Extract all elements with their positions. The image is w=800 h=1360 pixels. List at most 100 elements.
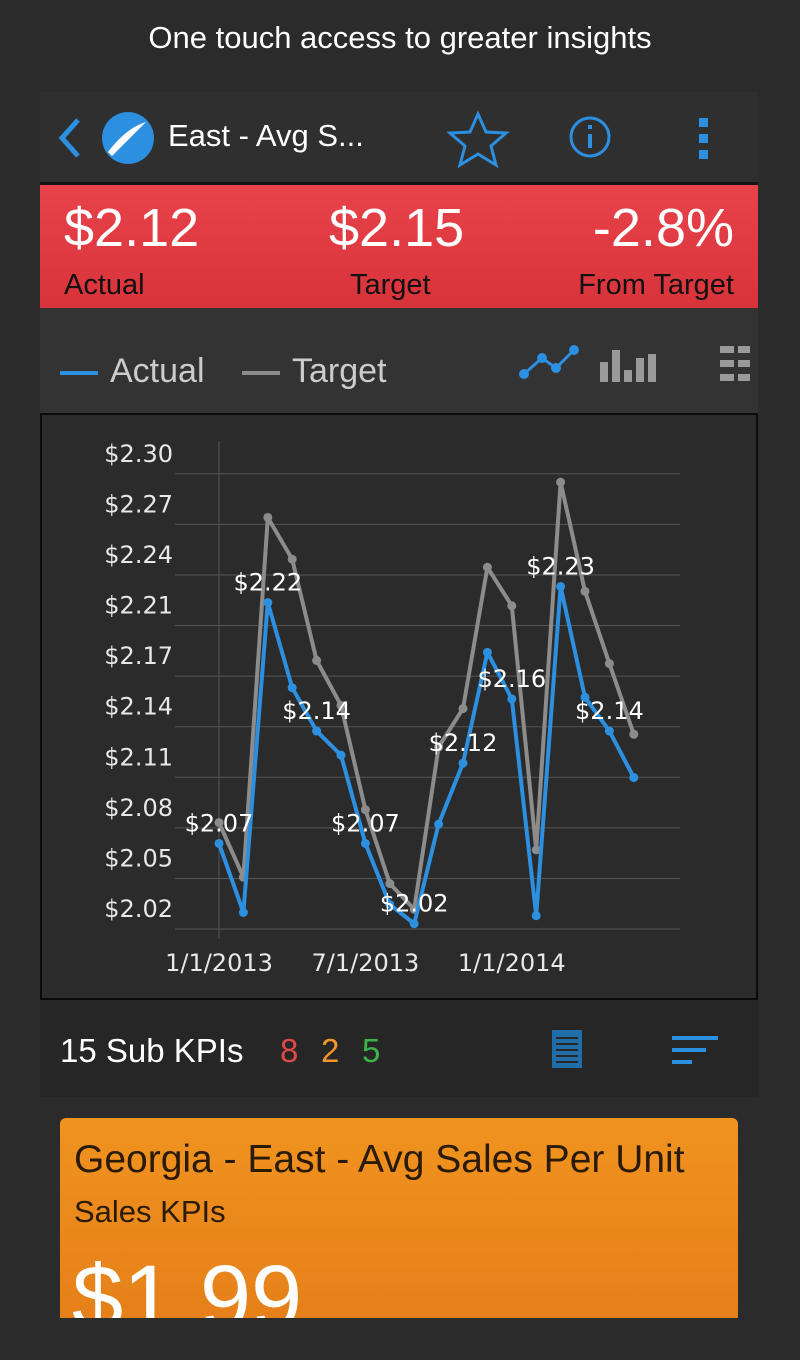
data-point bbox=[629, 729, 639, 739]
sub-kpi-row: 15 Sub KPIs 8 2 5 bbox=[40, 1000, 758, 1097]
data-point bbox=[238, 908, 248, 918]
data-label: $2.14 bbox=[282, 697, 351, 725]
data-point bbox=[287, 554, 297, 564]
sort-button[interactable] bbox=[672, 1036, 718, 1064]
data-label: $2.23 bbox=[526, 553, 595, 581]
sub-kpi-count: 5 bbox=[362, 1032, 381, 1069]
y-tick-label: $2.24 bbox=[104, 541, 173, 569]
data-label: $2.02 bbox=[380, 890, 449, 918]
data-point bbox=[458, 704, 468, 714]
data-point bbox=[507, 694, 517, 704]
data-point bbox=[556, 582, 566, 592]
legend-swatch bbox=[60, 371, 98, 375]
legend-swatch bbox=[242, 371, 280, 375]
y-tick-label: $2.21 bbox=[104, 592, 173, 620]
y-tick-label: $2.02 bbox=[104, 895, 173, 923]
x-tick-label: 7/1/2013 bbox=[312, 949, 420, 977]
toolbar: East - Avg S... bbox=[40, 92, 758, 185]
data-point bbox=[312, 655, 322, 665]
data-point bbox=[458, 758, 468, 768]
info-glyph bbox=[588, 134, 592, 148]
series-line bbox=[217, 480, 636, 912]
data-label: $2.16 bbox=[477, 665, 546, 693]
data-point bbox=[336, 750, 346, 760]
list-button[interactable] bbox=[552, 1030, 582, 1068]
data-point bbox=[580, 692, 590, 702]
data-point bbox=[531, 845, 541, 855]
y-tick-label: $2.14 bbox=[104, 693, 173, 721]
data-point bbox=[409, 919, 419, 929]
data-point bbox=[482, 647, 492, 657]
y-tick-label: $2.17 bbox=[104, 642, 173, 670]
data-label: $2.07 bbox=[185, 809, 254, 837]
data-point bbox=[507, 601, 517, 611]
sub-kpi-label: 15 Sub KPIs bbox=[60, 1032, 244, 1069]
summary-label: Actual bbox=[64, 269, 145, 301]
data-point bbox=[360, 805, 370, 815]
summary-label: Target bbox=[350, 269, 431, 301]
summary-label: From Target bbox=[578, 269, 734, 301]
card-value: $1.99 bbox=[72, 1247, 303, 1318]
data-point bbox=[385, 899, 395, 909]
data-point bbox=[434, 742, 444, 752]
data-label: $2.07 bbox=[331, 809, 400, 837]
sub-kpi-icons bbox=[552, 1030, 718, 1068]
y-tick-label: $2.27 bbox=[104, 490, 173, 518]
sub-kpi-count: 2 bbox=[321, 1032, 340, 1069]
data-point bbox=[312, 726, 322, 736]
favorite-button[interactable] bbox=[446, 110, 510, 169]
data-point bbox=[604, 726, 614, 736]
data-label: $2.22 bbox=[233, 569, 302, 597]
toolbar-icons bbox=[58, 110, 708, 169]
data-point bbox=[214, 838, 224, 848]
data-point bbox=[263, 598, 273, 608]
data-point bbox=[629, 773, 639, 783]
summary-value: $2.15 bbox=[329, 198, 465, 258]
x-tick-label: 1/1/2013 bbox=[165, 949, 273, 977]
data-label: $2.12 bbox=[429, 729, 498, 757]
back-button[interactable] bbox=[58, 118, 80, 158]
y-tick-label: $2.11 bbox=[104, 743, 173, 771]
table-view-button[interactable] bbox=[720, 346, 750, 381]
data-point bbox=[482, 562, 492, 572]
card-title: Georgia - East - Avg Sales Per Unit bbox=[74, 1138, 685, 1181]
kpi-card[interactable]: Georgia - East - Avg Sales Per Unit Sale… bbox=[60, 1118, 738, 1318]
chart-frame bbox=[40, 413, 758, 1000]
data-point bbox=[263, 512, 273, 522]
data-point bbox=[580, 586, 590, 596]
legend-label: Target bbox=[292, 352, 387, 390]
tagline: One touch access to greater insights bbox=[148, 20, 652, 55]
info-glyph bbox=[588, 125, 592, 129]
data-point bbox=[434, 819, 444, 829]
legend-label: Actual bbox=[110, 352, 205, 390]
view-switcher bbox=[519, 345, 750, 382]
data-point bbox=[604, 659, 614, 669]
bar-view-button[interactable] bbox=[600, 350, 656, 382]
y-tick-label: $2.08 bbox=[104, 794, 173, 822]
info-button[interactable] bbox=[569, 116, 611, 158]
menu-button[interactable] bbox=[699, 118, 708, 159]
data-point bbox=[360, 838, 370, 848]
y-tick-label: $2.30 bbox=[104, 440, 173, 468]
data-point bbox=[214, 818, 224, 828]
summary-value: $2.12 bbox=[64, 198, 200, 258]
sub-kpi-count: 8 bbox=[280, 1032, 299, 1069]
data-point bbox=[385, 879, 395, 889]
data-point bbox=[531, 911, 541, 921]
chart: $2.02 $2.05 $2.08 $2.11 $2.14 $2.17 $2.21 $2.24… bbox=[40, 413, 758, 1000]
series-line bbox=[217, 584, 636, 926]
data-point bbox=[287, 683, 297, 693]
x-tick-label: 1/1/2014 bbox=[458, 949, 566, 977]
data-point bbox=[556, 477, 566, 487]
line-view-button[interactable] bbox=[519, 345, 579, 379]
data-label: $2.14 bbox=[575, 697, 644, 725]
logo-mark bbox=[108, 122, 146, 156]
summary-band: $2.12 Actual $2.15 Target -2.8% From Tar… bbox=[40, 185, 758, 308]
card-subtitle: Sales KPIs bbox=[74, 1194, 226, 1229]
y-tick-label: $2.05 bbox=[104, 844, 173, 872]
data-point bbox=[336, 700, 346, 710]
page-title: East - Avg S... bbox=[168, 118, 364, 153]
legend-row: Actual Target bbox=[40, 308, 758, 413]
summary-value: -2.8% bbox=[592, 198, 734, 258]
